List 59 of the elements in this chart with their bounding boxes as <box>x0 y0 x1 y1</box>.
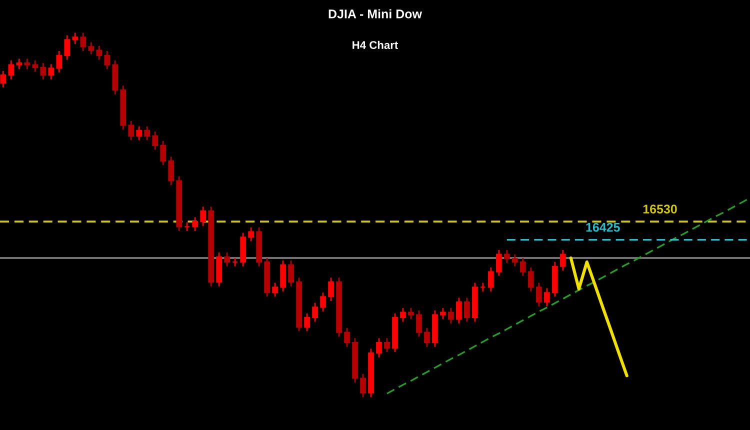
candlestick <box>520 257 526 277</box>
candlestick <box>56 50 62 74</box>
candlestick <box>384 337 390 353</box>
candlestick <box>248 226 254 242</box>
candlestick <box>344 327 350 348</box>
candlestick <box>424 327 430 348</box>
candlestick <box>376 337 382 358</box>
candlestick <box>440 307 446 320</box>
candlestick <box>312 302 318 322</box>
candlestick <box>72 32 78 45</box>
candlestick <box>560 249 566 272</box>
candlestick <box>496 249 502 277</box>
candlestick <box>400 307 406 322</box>
candlestick <box>456 297 462 324</box>
chart-title: DJIA - Mini Dow <box>328 9 422 18</box>
candlestick <box>328 276 334 302</box>
candlestick <box>320 292 326 312</box>
candlestick <box>24 58 30 70</box>
candlestick <box>144 126 150 141</box>
candlestick <box>64 34 70 60</box>
candlestick <box>416 310 422 338</box>
candlestick <box>48 63 54 80</box>
candlestick <box>224 252 230 268</box>
candlestick <box>512 254 518 268</box>
text: H4 Chart <box>352 40 398 49</box>
candlestick <box>96 45 102 60</box>
candlestick <box>232 257 238 268</box>
candlestick <box>160 140 166 166</box>
candlestick <box>16 58 22 70</box>
candlestick <box>136 126 142 141</box>
candlestick <box>288 260 294 288</box>
candlestick <box>200 206 206 227</box>
candlestick <box>88 42 94 55</box>
candlestick <box>488 266 494 292</box>
candlestick <box>168 156 174 186</box>
candlestick <box>448 307 454 324</box>
candlestick <box>104 50 110 70</box>
annotation: 16530 <box>643 204 677 214</box>
candlestick <box>464 297 470 322</box>
candlestick <box>32 60 38 72</box>
candlestick <box>152 130 158 150</box>
candlestick <box>272 282 278 298</box>
candlestick <box>184 222 190 232</box>
candlestick <box>408 307 414 320</box>
candlestick <box>8 60 14 80</box>
candlestick <box>80 32 86 52</box>
candlestick <box>360 373 366 398</box>
candlestick <box>528 266 534 292</box>
candlestick <box>304 312 310 332</box>
candlestick <box>280 260 286 292</box>
candlestick <box>128 120 134 141</box>
candlestick <box>192 216 198 232</box>
candlestick <box>0 70 6 88</box>
series-label: 16425 <box>586 222 620 232</box>
candlestick <box>536 282 542 308</box>
candlestick <box>504 249 510 264</box>
candlestick <box>40 62 46 80</box>
candlestick <box>544 288 550 308</box>
candlestick <box>480 282 486 292</box>
